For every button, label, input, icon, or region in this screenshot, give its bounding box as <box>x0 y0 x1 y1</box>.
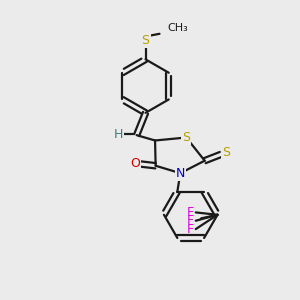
Text: H: H <box>113 128 123 141</box>
Text: F: F <box>187 206 194 219</box>
Text: N: N <box>176 167 185 180</box>
Text: F: F <box>187 223 194 236</box>
Text: S: S <box>222 146 230 159</box>
Text: S: S <box>142 34 149 47</box>
Text: S: S <box>182 131 190 144</box>
Text: O: O <box>130 157 140 170</box>
Text: CH₃: CH₃ <box>167 23 188 33</box>
Text: F: F <box>187 214 194 227</box>
